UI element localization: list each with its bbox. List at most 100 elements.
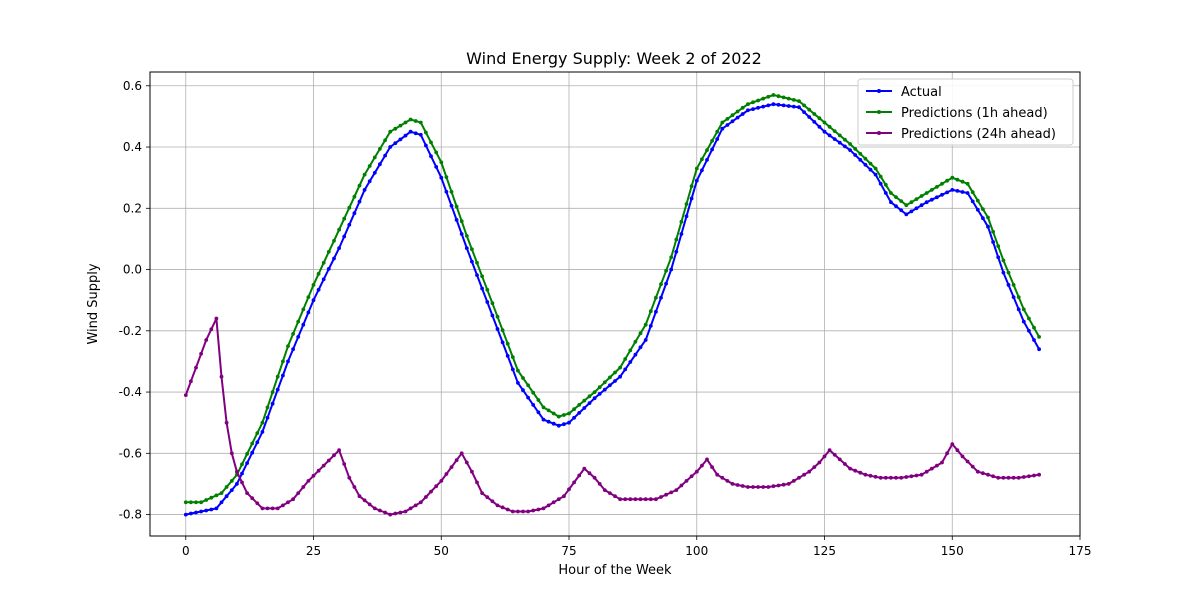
data-point [991, 229, 995, 234]
data-point [832, 129, 837, 134]
data-point [337, 246, 341, 251]
data-point [883, 182, 888, 187]
data-point [296, 491, 301, 495]
data-point [960, 179, 965, 184]
data-point [490, 301, 495, 306]
data-point [791, 104, 796, 109]
data-point [633, 339, 638, 344]
data-point [883, 191, 888, 195]
data-point [955, 189, 960, 193]
data-point [950, 175, 955, 180]
data-point [909, 209, 914, 214]
data-point [802, 110, 806, 114]
data-point [383, 510, 387, 515]
data-point [199, 351, 204, 356]
data-point [204, 498, 209, 502]
data-point [751, 107, 755, 111]
data-point [572, 415, 576, 420]
data-point [674, 488, 679, 492]
data-point [214, 506, 219, 511]
data-point [981, 207, 985, 212]
data-point [848, 148, 852, 153]
data-point [694, 178, 699, 183]
data-point [209, 507, 214, 512]
data-point [802, 103, 806, 108]
data-point [684, 202, 689, 206]
data-point [485, 287, 490, 292]
data-point [444, 189, 449, 194]
data-point [434, 484, 439, 489]
data-point [694, 166, 699, 171]
data-point [602, 387, 607, 392]
data-point [608, 375, 612, 380]
data-point [822, 454, 827, 459]
data-point [863, 472, 868, 477]
data-point [1037, 335, 1041, 339]
data-point [408, 506, 413, 511]
data-point [352, 211, 357, 216]
data-point [654, 497, 658, 502]
data-point [689, 196, 694, 201]
data-point [700, 463, 704, 468]
data-point [628, 497, 633, 502]
data-point [475, 273, 479, 277]
data-point [1011, 475, 1016, 480]
data-point [562, 413, 566, 417]
data-point [986, 215, 990, 220]
data-point [250, 496, 255, 501]
data-point [883, 475, 888, 480]
data-point [1006, 283, 1011, 287]
data-point [516, 381, 520, 385]
data-point [582, 466, 587, 471]
data-point [643, 338, 648, 342]
data-point [296, 319, 301, 324]
data-point [664, 281, 668, 286]
data-point [429, 140, 433, 145]
data-point [889, 475, 893, 480]
data-point [577, 473, 582, 478]
data-point [802, 472, 806, 477]
data-point [281, 503, 285, 508]
data-point [761, 96, 766, 101]
data-point [914, 206, 919, 211]
data-point [1001, 270, 1006, 275]
data-point [439, 175, 444, 180]
data-point [398, 510, 403, 515]
data-point [424, 130, 428, 135]
data-point [449, 203, 454, 208]
data-point [812, 465, 817, 469]
data-point [413, 119, 418, 123]
data-point [189, 379, 193, 384]
data-point [597, 392, 602, 396]
data-point [1006, 270, 1011, 275]
data-point [832, 452, 837, 457]
data-point [475, 480, 479, 485]
data-point [919, 203, 924, 208]
data-point [720, 126, 725, 131]
data-point [843, 144, 847, 149]
data-point [347, 205, 352, 210]
y-tick-label: -0.6 [119, 446, 142, 460]
legend-label: Predictions (1h ahead) [901, 106, 1048, 121]
data-point [659, 495, 663, 499]
legend-label: Predictions (24h ahead) [901, 127, 1056, 142]
legend-marker [877, 89, 881, 93]
data-point [567, 487, 571, 492]
data-point [827, 124, 832, 129]
data-point [505, 354, 510, 358]
series-1 [183, 102, 1041, 517]
data-point [996, 475, 1001, 480]
data-point [950, 442, 955, 446]
data-point [250, 441, 255, 446]
data-point [393, 141, 398, 146]
data-point [429, 154, 433, 159]
data-point [367, 179, 372, 184]
data-point [332, 453, 336, 458]
data-point [746, 108, 750, 113]
data-point [342, 462, 347, 466]
data-point [413, 131, 418, 136]
data-point [546, 408, 551, 413]
data-point [352, 485, 357, 489]
data-point [659, 282, 663, 287]
